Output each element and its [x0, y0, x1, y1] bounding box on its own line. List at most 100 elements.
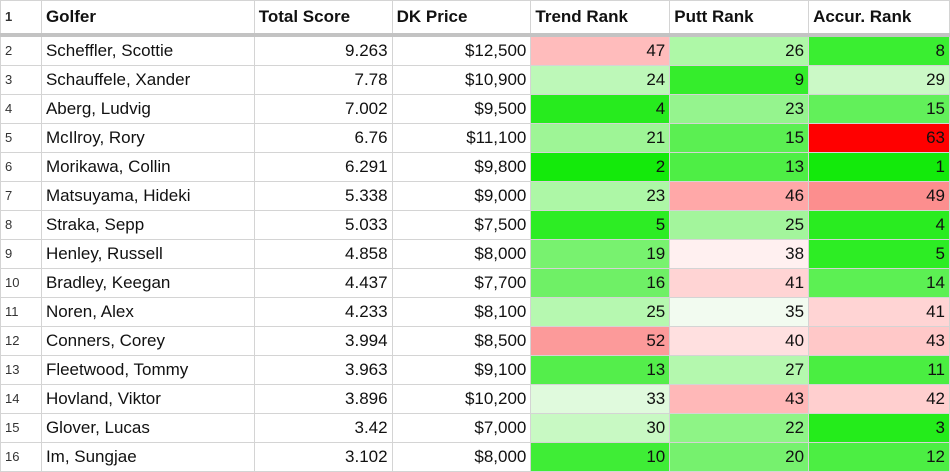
total-score-cell[interactable]: 6.291 [253, 152, 393, 182]
golfer-cell[interactable]: McIlroy, Rory [40, 123, 255, 153]
accur-rank-cell[interactable]: 14 [808, 268, 950, 298]
trend-rank-cell[interactable]: 30 [530, 413, 671, 443]
accur-rank-cell[interactable]: 42 [808, 384, 950, 414]
trend-rank-cell[interactable]: 21 [530, 123, 671, 153]
trend-rank-cell[interactable]: 24 [530, 65, 671, 95]
trend-rank-cell[interactable]: 19 [530, 239, 671, 269]
trend-rank-cell[interactable]: 2 [530, 152, 671, 182]
trend-rank-cell[interactable]: 25 [530, 297, 671, 327]
putt-rank-cell[interactable]: 23 [669, 94, 810, 124]
golfer-cell[interactable]: Hovland, Viktor [40, 384, 255, 414]
accur-rank-cell[interactable]: 43 [808, 326, 950, 356]
total-score-cell[interactable]: 3.963 [253, 355, 393, 385]
row-number[interactable]: 2 [0, 34, 42, 66]
row-number[interactable]: 5 [0, 123, 42, 153]
trend-rank-cell[interactable]: 13 [530, 355, 671, 385]
accur-rank-cell[interactable]: 41 [808, 297, 950, 327]
putt-rank-cell[interactable]: 35 [669, 297, 810, 327]
trend-rank-cell[interactable]: 23 [530, 181, 671, 211]
row-number[interactable]: 1 [0, 0, 42, 37]
dk-price-cell[interactable]: $9,500 [391, 94, 532, 124]
golfer-cell[interactable]: Schauffele, Xander [40, 65, 255, 95]
putt-rank-cell[interactable]: 26 [669, 34, 810, 66]
dk-price-cell[interactable]: $9,000 [391, 181, 532, 211]
total-score-cell[interactable]: 6.76 [253, 123, 393, 153]
row-number[interactable]: 13 [0, 355, 42, 385]
total-score-cell[interactable]: 3.994 [253, 326, 393, 356]
putt-rank-cell[interactable]: 43 [669, 384, 810, 414]
golfer-cell[interactable]: Henley, Russell [40, 239, 255, 269]
total-score-cell[interactable]: 4.858 [253, 239, 393, 269]
trend-rank-cell[interactable]: 52 [530, 326, 671, 356]
accur-rank-cell[interactable]: 1 [808, 152, 950, 182]
total-score-cell[interactable]: 3.42 [253, 413, 393, 443]
dk-price-cell[interactable]: $8,000 [391, 239, 532, 269]
accur-rank-cell[interactable]: 29 [808, 65, 950, 95]
putt-rank-cell[interactable]: 27 [669, 355, 810, 385]
trend-rank-cell[interactable]: 47 [530, 34, 671, 66]
trend-rank-cell[interactable]: 10 [530, 442, 671, 472]
column-header-accur-rank[interactable]: Accur. Rank [808, 0, 950, 37]
putt-rank-cell[interactable]: 15 [669, 123, 810, 153]
accur-rank-cell[interactable]: 3 [808, 413, 950, 443]
total-score-cell[interactable]: 9.263 [253, 34, 393, 66]
trend-rank-cell[interactable]: 33 [530, 384, 671, 414]
total-score-cell[interactable]: 3.896 [253, 384, 393, 414]
dk-price-cell[interactable]: $7,500 [391, 210, 532, 240]
golfer-cell[interactable]: Noren, Alex [40, 297, 255, 327]
dk-price-cell[interactable]: $8,100 [391, 297, 532, 327]
row-number[interactable]: 16 [0, 442, 42, 472]
accur-rank-cell[interactable]: 4 [808, 210, 950, 240]
column-header-dk-price[interactable]: DK Price [391, 0, 532, 37]
dk-price-cell[interactable]: $9,100 [391, 355, 532, 385]
row-number[interactable]: 11 [0, 297, 42, 327]
total-score-cell[interactable]: 4.233 [253, 297, 393, 327]
total-score-cell[interactable]: 7.78 [253, 65, 393, 95]
column-header-trend-rank[interactable]: Trend Rank [530, 0, 671, 37]
dk-price-cell[interactable]: $9,800 [391, 152, 532, 182]
row-number[interactable]: 14 [0, 384, 42, 414]
putt-rank-cell[interactable]: 41 [669, 268, 810, 298]
golfer-cell[interactable]: Conners, Corey [40, 326, 255, 356]
putt-rank-cell[interactable]: 46 [669, 181, 810, 211]
golfer-cell[interactable]: Glover, Lucas [40, 413, 255, 443]
row-number[interactable]: 8 [0, 210, 42, 240]
dk-price-cell[interactable]: $8,000 [391, 442, 532, 472]
golfer-cell[interactable]: Morikawa, Collin [40, 152, 255, 182]
putt-rank-cell[interactable]: 13 [669, 152, 810, 182]
putt-rank-cell[interactable]: 38 [669, 239, 810, 269]
golfer-cell[interactable]: Bradley, Keegan [40, 268, 255, 298]
accur-rank-cell[interactable]: 8 [808, 34, 950, 66]
total-score-cell[interactable]: 5.338 [253, 181, 393, 211]
dk-price-cell[interactable]: $7,000 [391, 413, 532, 443]
golfer-cell[interactable]: Matsuyama, Hideki [40, 181, 255, 211]
dk-price-cell[interactable]: $11,100 [391, 123, 532, 153]
accur-rank-cell[interactable]: 5 [808, 239, 950, 269]
row-number[interactable]: 15 [0, 413, 42, 443]
golfer-cell[interactable]: Aberg, Ludvig [40, 94, 255, 124]
golfer-cell[interactable]: Scheffler, Scottie [40, 34, 255, 66]
dk-price-cell[interactable]: $12,500 [391, 34, 532, 66]
putt-rank-cell[interactable]: 9 [669, 65, 810, 95]
column-header-putt-rank[interactable]: Putt Rank [669, 0, 810, 37]
trend-rank-cell[interactable]: 4 [530, 94, 671, 124]
accur-rank-cell[interactable]: 15 [808, 94, 950, 124]
golfer-cell[interactable]: Im, Sungjae [40, 442, 255, 472]
putt-rank-cell[interactable]: 40 [669, 326, 810, 356]
dk-price-cell[interactable]: $10,900 [391, 65, 532, 95]
putt-rank-cell[interactable]: 25 [669, 210, 810, 240]
column-header-total-score[interactable]: Total Score [253, 0, 393, 37]
row-number[interactable]: 12 [0, 326, 42, 356]
row-number[interactable]: 7 [0, 181, 42, 211]
accur-rank-cell[interactable]: 63 [808, 123, 950, 153]
row-number[interactable]: 4 [0, 94, 42, 124]
trend-rank-cell[interactable]: 16 [530, 268, 671, 298]
row-number[interactable]: 9 [0, 239, 42, 269]
dk-price-cell[interactable]: $10,200 [391, 384, 532, 414]
golfer-cell[interactable]: Fleetwood, Tommy [40, 355, 255, 385]
putt-rank-cell[interactable]: 22 [669, 413, 810, 443]
accur-rank-cell[interactable]: 12 [808, 442, 950, 472]
total-score-cell[interactable]: 3.102 [253, 442, 393, 472]
total-score-cell[interactable]: 4.437 [253, 268, 393, 298]
row-number[interactable]: 3 [0, 65, 42, 95]
